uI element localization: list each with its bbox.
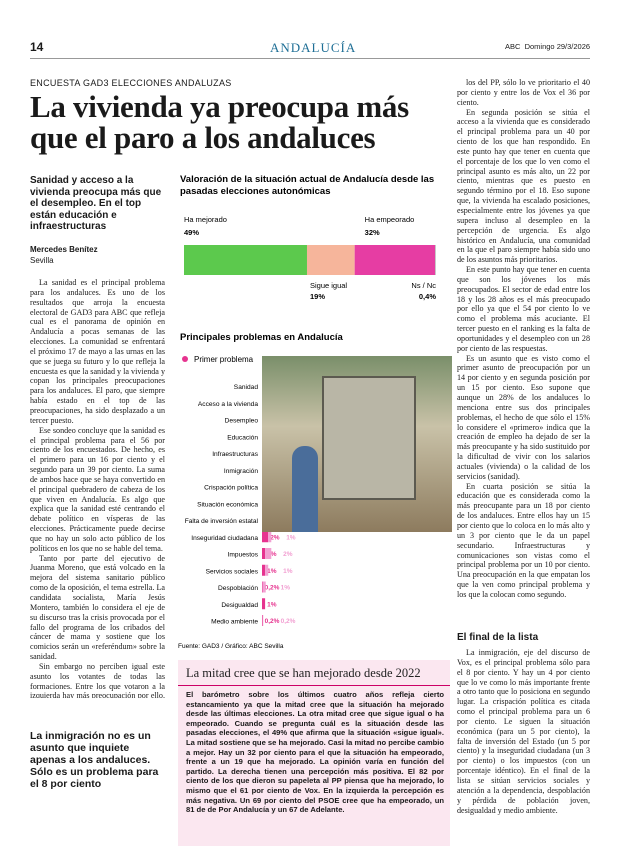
category-label: Falta de inversión estatal (185, 518, 259, 525)
photo-shape (322, 376, 416, 500)
bar (265, 548, 272, 559)
author: Mercedes Benítez (30, 245, 98, 254)
bar (262, 531, 269, 543)
category-label: Situación económica (197, 501, 258, 508)
bar (262, 548, 266, 559)
final-column: La inmigración, eje del discurso de Vox,… (457, 648, 590, 838)
bar-segment (306, 245, 355, 275)
category-label: Desigualdad (221, 602, 258, 609)
value-label: 1% (286, 534, 296, 541)
category-label: Crispación política (204, 485, 258, 492)
bar (262, 581, 263, 593)
source: Fuente: GAD3 / Gráfico: ABC Sevilla (178, 643, 284, 650)
bar (262, 615, 263, 626)
paragraph: En cuarta posición se sitúa la educación… (457, 481, 590, 599)
value-label: 2% (283, 551, 293, 558)
category-label: Inmigración (224, 468, 258, 475)
photo (262, 356, 452, 532)
paragraph: Es un asunto que es visto como el primer… (457, 353, 590, 481)
category-label: Acceso a la vivienda (198, 401, 258, 408)
page-number: 14 (30, 40, 44, 54)
category-label: Impuestos (228, 552, 259, 559)
headline: La vivienda ya preocupa más que el paro … (30, 89, 409, 155)
paragraph: En este punto hay que tener en cuenta qu… (457, 265, 590, 353)
bar (262, 598, 266, 610)
bar (265, 564, 269, 576)
value-label: 32% (365, 228, 380, 237)
category-label: Ha empeorado (365, 215, 415, 224)
category-label: Sanidad (234, 384, 259, 391)
header-rule (30, 58, 590, 59)
value-label: 0,2% (265, 585, 280, 592)
category-label: Sigue igual (310, 281, 347, 290)
bar-segment (184, 245, 307, 275)
value-label: 1% (267, 568, 277, 575)
category-label: Servicios sociales (206, 568, 259, 575)
value-label: 0,2% (265, 618, 280, 625)
pull-quote: La inmigración no es un asunto que inqui… (30, 730, 159, 790)
section: ANDALUCÍA (270, 40, 357, 55)
chart-title: Valoración de la situación actual de And… (180, 174, 434, 197)
bar (268, 531, 272, 543)
chart-title: Principales problemas en Andalucía (180, 332, 344, 343)
kicker: ENCUESTA GAD3 ELECCIONES ANDALUZAS (30, 78, 232, 88)
paper: ABC (505, 42, 521, 51)
date: Domingo 29/3/2026 (524, 42, 591, 51)
value-label: 1% (267, 601, 277, 608)
subheading: El final de la lista (457, 632, 539, 643)
value-label: 0,2% (281, 618, 296, 625)
value-label: 19% (310, 292, 325, 301)
category-label: Ha mejorado (184, 215, 227, 224)
left-column: La sanidad es el principal problema para… (30, 278, 165, 698)
box-rule (178, 685, 450, 686)
paragraph: En segunda posición se sitúa el acceso a… (457, 107, 590, 265)
category-label: Desempleo (225, 418, 259, 425)
value-label: 1% (281, 585, 291, 592)
bar (262, 581, 266, 593)
category-label: Educación (227, 434, 258, 441)
paragraph: los del PP, sólo lo ve prioritario el 40… (457, 78, 590, 107)
paragraph: Ese sondeo concluye que la sanidad es el… (30, 425, 165, 553)
value-label: 1% (283, 568, 293, 575)
masthead: ABC Domingo 29/3/2026 (505, 42, 590, 51)
bar-segment (434, 245, 436, 275)
category-label: Ns / Nc (411, 281, 436, 290)
standfirst: Sanidad y acceso a la vivienda preocupa … (30, 175, 162, 232)
box-title: La mitad cree que se han mejorado desde … (186, 666, 421, 680)
box-text: El barómetro sobre los últimos cuatro añ… (186, 690, 444, 815)
paragraph: Sin embargo no perciben igual este asunt… (30, 661, 165, 698)
bar-segment (354, 245, 435, 275)
legend-swatch (182, 356, 188, 362)
legend-label: Primer problema (194, 355, 254, 364)
category-label: Infraestructuras (212, 451, 259, 458)
paragraph: La sanidad es el principal problema para… (30, 278, 165, 425)
right-column: los del PP, sólo lo ve prioritario el 40… (457, 78, 590, 626)
photo-shape (292, 446, 318, 532)
category-label: Inseguridad ciudadana (191, 535, 258, 542)
value-label: 2% (270, 534, 280, 541)
paragraph: Tanto por parte del ejecutivo de Juanma … (30, 553, 165, 662)
bar (262, 615, 264, 626)
value-label: 0,4% (419, 292, 436, 301)
paragraph: La inmigración, eje del discurso de Vox,… (457, 648, 590, 815)
value-label: 1% (267, 551, 277, 558)
box: La mitad cree que se han mejorado desde … (178, 660, 450, 846)
value-label: 49% (184, 228, 199, 237)
category-label: Despoblación (218, 585, 258, 592)
category-label: Medio ambiente (211, 619, 258, 626)
bar (262, 564, 266, 576)
location: Sevilla (30, 256, 54, 265)
